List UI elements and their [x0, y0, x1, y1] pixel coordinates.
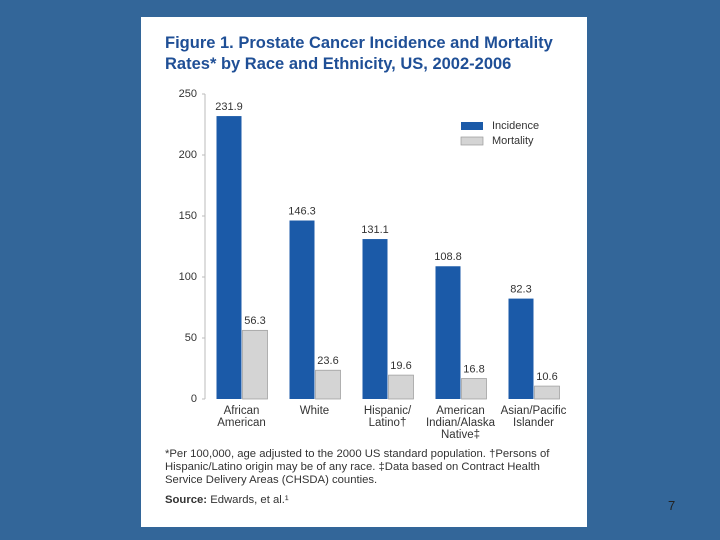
value-label: 131.1 [361, 224, 389, 236]
footnote: *Per 100,000, age adjusted to the 2000 U… [165, 448, 550, 486]
y-tick-label: 50 [185, 332, 197, 344]
value-label: 108.8 [434, 251, 462, 263]
legend-swatch [460, 136, 484, 146]
bar [242, 329, 268, 400]
bar [461, 378, 487, 400]
y-tick-label: 200 [179, 149, 197, 161]
source-text: Edwards, et al.¹ [210, 494, 289, 506]
bar [508, 298, 534, 399]
x-tick-label: Hispanic/ Latino† [363, 405, 412, 429]
value-label: 23.6 [317, 355, 338, 367]
bar [289, 220, 315, 399]
value-label: 16.8 [463, 363, 484, 375]
source: Source: Edwards, et al.¹ [165, 494, 289, 506]
y-tick-label: 100 [179, 271, 197, 283]
bar [362, 239, 388, 399]
value-label: 231.9 [215, 101, 243, 113]
x-tick-label: American Indian/Alaska Native‡ [425, 405, 496, 441]
value-label: 19.6 [390, 360, 411, 372]
bar [388, 374, 414, 400]
x-tick-label: White [299, 405, 330, 417]
y-tick-label: 0 [191, 393, 197, 405]
value-label: 146.3 [288, 205, 316, 217]
value-label: 56.3 [244, 315, 265, 327]
legend-label: Mortality [492, 135, 534, 147]
legend-swatch [461, 122, 483, 130]
legend-label: Incidence [492, 120, 539, 132]
value-label: 82.3 [510, 284, 531, 296]
x-tick-label: Asian/Pacific Islander [500, 405, 567, 429]
y-tick-label: 150 [179, 210, 197, 222]
bar [216, 116, 242, 399]
y-tick-label: 250 [179, 88, 197, 100]
bar [534, 385, 560, 400]
x-tick-label: African American [217, 405, 266, 429]
bar [435, 266, 461, 399]
slide-number: 7 [668, 498, 676, 513]
value-label: 10.6 [536, 371, 557, 383]
chart-title: Figure 1. Prostate Cancer Incidence and … [165, 34, 553, 73]
source-label: Source: [165, 494, 208, 506]
bar [315, 369, 341, 400]
